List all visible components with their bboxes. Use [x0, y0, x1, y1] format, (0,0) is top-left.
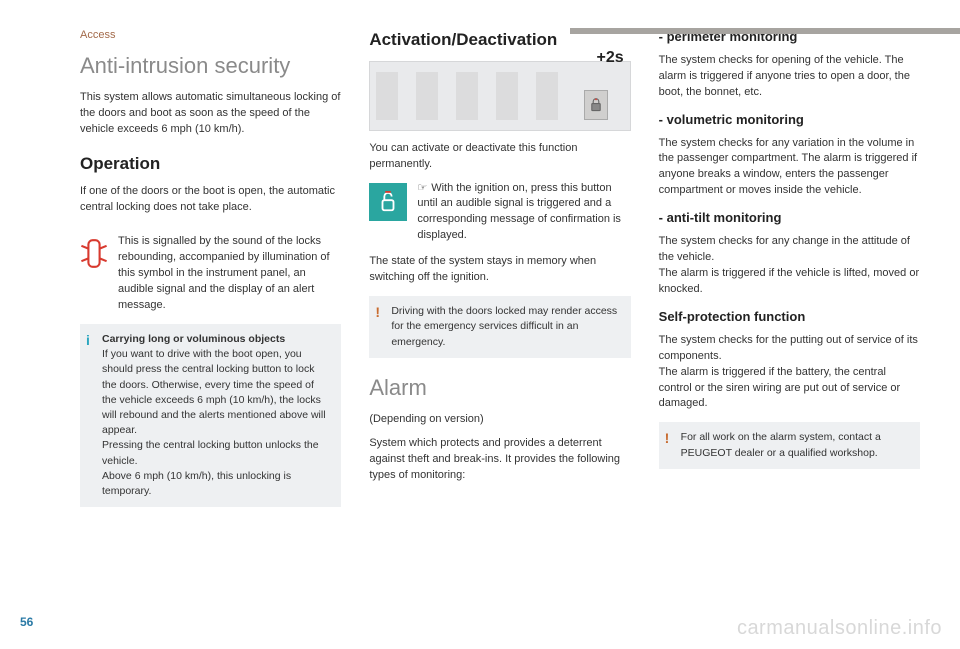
info-title: Carrying long or voluminous objects — [102, 333, 285, 345]
lock-button-icon — [369, 183, 407, 221]
info-body: If you want to drive with the boot open,… — [102, 348, 326, 497]
operation-text: If one of the doors or the boot is open,… — [80, 184, 341, 216]
memory-text: The state of the system stays in memory … — [369, 254, 630, 286]
page-content: Access Anti-intrusion security This syst… — [0, 0, 960, 527]
signal-text: This is signalled by the sound of the lo… — [118, 234, 341, 314]
ignition-text-body: With the ignition on, press this button … — [417, 182, 621, 242]
pointer-icon: ☞ — [417, 182, 427, 194]
perimeter-body: The system checks for opening of the veh… — [659, 53, 920, 101]
anti-intrusion-intro: This system allows automatic simultaneou… — [80, 90, 341, 138]
top-divider-bar — [570, 28, 960, 34]
column-1: Access Anti-intrusion security This syst… — [80, 28, 341, 507]
lock-button-image — [584, 90, 608, 120]
page-number: 56 — [20, 614, 33, 631]
info-icon: i — [86, 330, 90, 350]
antitilt-heading: - anti-tilt monitoring — [659, 209, 920, 228]
column-3: - perimeter monitoring The system checks… — [659, 28, 920, 507]
alarm-heading: Alarm — [369, 372, 630, 404]
ignition-row: ☞With the ignition on, press this button… — [369, 181, 630, 245]
warn-workshop-text: For all work on the alarm system, contac… — [681, 431, 881, 458]
self-body: The system checks for the putting out of… — [659, 333, 920, 413]
ignition-text: ☞With the ignition on, press this button… — [417, 181, 630, 245]
anti-intrusion-title: Anti-intrusion security — [80, 50, 341, 82]
antitilt-body: The system checks for any change in the … — [659, 234, 920, 298]
car-door-open-icon — [80, 236, 108, 277]
alarm-body: System which protects and provides a det… — [369, 436, 630, 484]
warning-icon: ! — [375, 302, 380, 322]
column-2: Activation/Deactivation +2s You can acti… — [369, 28, 630, 507]
volumetric-body: The system checks for any variation in t… — [659, 136, 920, 200]
warning-icon: ! — [665, 428, 670, 448]
volumetric-heading: - volumetric monitoring — [659, 111, 920, 130]
warn-box-workshop: ! For all work on the alarm system, cont… — [659, 422, 920, 468]
info-box-carrying: i Carrying long or voluminous objects If… — [80, 324, 341, 507]
self-heading: Self-protection function — [659, 308, 920, 327]
activate-text: You can activate or deactivate this func… — [369, 141, 630, 173]
plus-2s-badge: +2s — [597, 46, 624, 69]
warn-driving-text: Driving with the doors locked may render… — [391, 305, 617, 347]
signal-row: This is signalled by the sound of the lo… — [80, 234, 341, 314]
watermark: carmanualsonline.info — [737, 614, 942, 643]
operation-heading: Operation — [80, 152, 341, 177]
dashboard-image: +2s — [369, 61, 630, 131]
warn-box-driving: ! Driving with the doors locked may rend… — [369, 296, 630, 358]
dashboard-lines — [376, 72, 569, 120]
alarm-sub: (Depending on version) — [369, 412, 630, 428]
breadcrumb: Access — [80, 28, 341, 44]
